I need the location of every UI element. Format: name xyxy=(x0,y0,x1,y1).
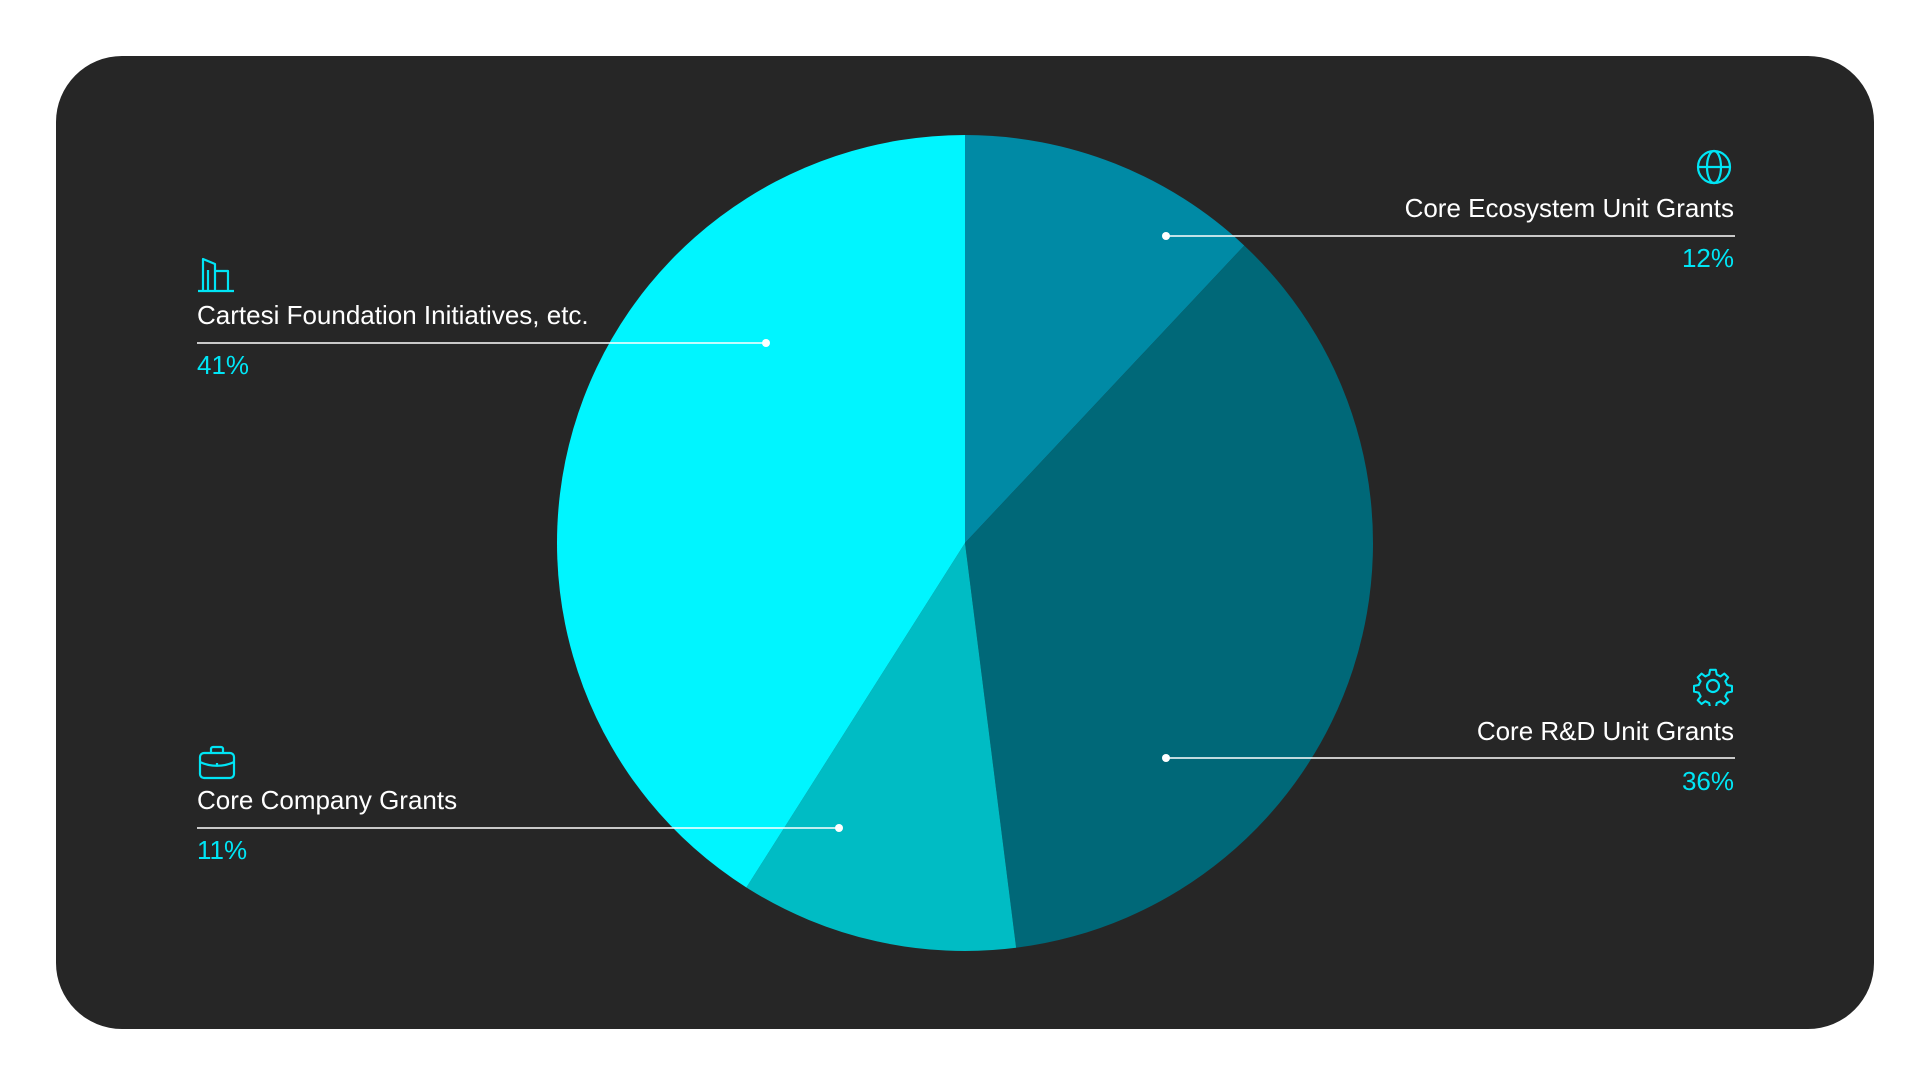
slice-label: Core R&D Unit Grants xyxy=(1476,716,1734,746)
briefcase-icon xyxy=(197,742,237,782)
legend-item-core-company: Core Company Grants 11% xyxy=(197,784,757,866)
slice-percentage: 11% xyxy=(197,835,248,865)
slice-label: Cartesi Foundation Initiatives, etc. xyxy=(197,300,589,330)
legend-item-cartesi-foundation: Cartesi Foundation Initiatives, etc. 41% xyxy=(197,299,757,381)
slice-label: Core Company Grants xyxy=(197,785,458,815)
slice-label: Core Ecosystem Unit Grants xyxy=(1404,193,1734,223)
legend-item-core-rd: Core R&D Unit Grants 36% xyxy=(1174,715,1734,797)
globe-icon xyxy=(1694,147,1734,187)
slice-percentage: 41% xyxy=(197,350,250,380)
slice-percentage: 12% xyxy=(1681,243,1734,273)
gear-icon xyxy=(1693,666,1733,706)
building-icon xyxy=(196,254,236,294)
legend-item-core-ecosystem: Core Ecosystem Unit Grants 12% xyxy=(1174,192,1734,274)
slice-percentage: 36% xyxy=(1681,766,1734,796)
